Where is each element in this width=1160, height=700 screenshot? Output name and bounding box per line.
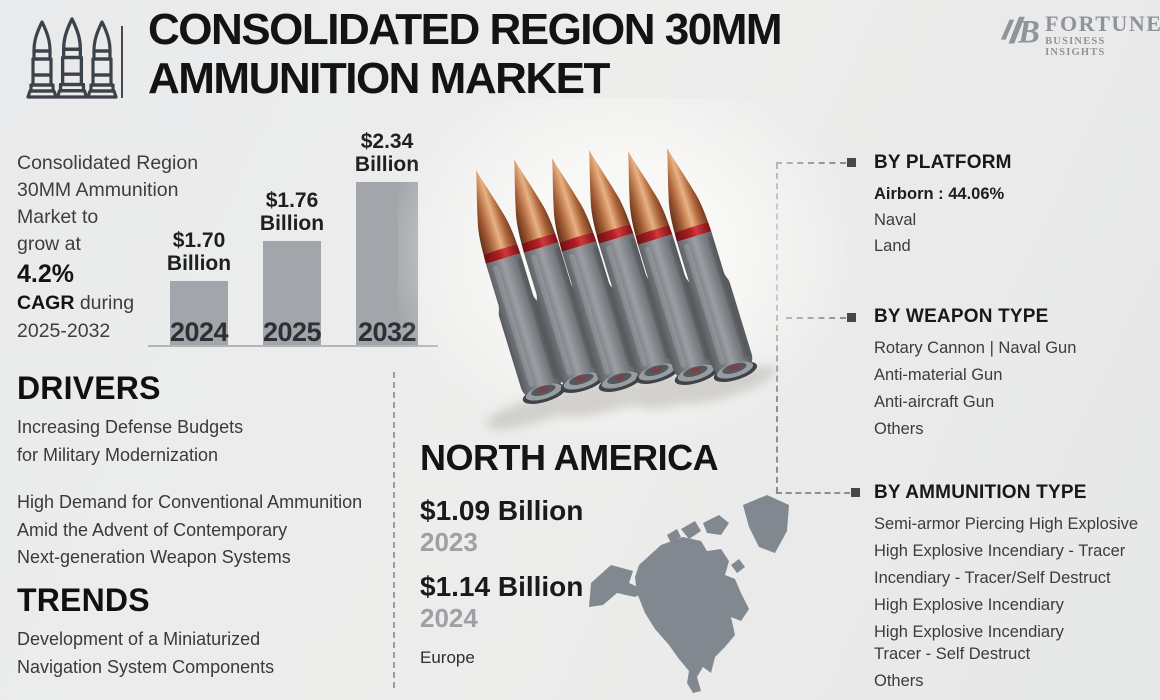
left-column-dashed-separator	[393, 372, 395, 688]
na-figure-year: 2023	[420, 527, 478, 557]
driver-item: Increasing Defense Budgets for Military …	[17, 417, 244, 465]
bar: 2024	[169, 281, 229, 347]
trends-heading: TRENDS	[17, 582, 150, 618]
driver-item: High Demand for Conventional Ammunition …	[17, 492, 363, 567]
svg-text:B: B	[1017, 15, 1040, 51]
na-note: Europe	[420, 648, 475, 667]
weapon-type-item: Anti-aircraft Gun	[874, 393, 995, 411]
by-ammunition-type-items: Semi-armor Piercing High Explosive High E…	[874, 513, 1160, 692]
connector-ammo-line	[776, 492, 850, 494]
by-platform-items: Airborn : 44.06% Naval Land	[874, 183, 1160, 257]
ammunition-type-item: Semi-armor Piercing High Explosive	[874, 515, 1139, 533]
ammunition-type-item: High Explosive Incendiary Tracer - Self …	[874, 623, 1064, 663]
platform-item: Land	[874, 237, 911, 255]
na-figure-amount: $1.14 Billion	[420, 571, 584, 602]
fortune-business-insights-logo: B FORTUNE BUSINESS INSIGHTS	[998, 10, 1160, 58]
cagr-value: 4.2%	[17, 260, 74, 288]
ammunition-type-item: High Explosive Incendiary - Tracer	[874, 542, 1126, 560]
page-title-line1: CONSOLIDATED REGION 30MM	[148, 5, 783, 54]
ammunition-type-item: Others	[874, 672, 924, 690]
by-platform-section: BY PLATFORM Airborn : 44.06% Naval Land	[874, 152, 1160, 261]
trend-item: Development of a Miniaturized Navigation…	[17, 629, 275, 677]
intro-line: Market to	[17, 206, 99, 228]
bar-value-label: $1.70 Billion	[166, 229, 232, 275]
weapon-type-item: Others	[874, 420, 924, 438]
north-america-section: NORTH AMERICA $1.09 Billion 2023 $1.14 B…	[420, 437, 719, 668]
forecast-period: 2025-2032	[17, 320, 111, 342]
logo-name: FORTUNE	[1045, 11, 1160, 36]
bar-value-label: $1.76 Billion	[259, 189, 325, 235]
intro-line: Consolidated Region	[17, 152, 199, 174]
weapon-type-item: Rotary Cannon | Naval Gun	[874, 339, 1077, 357]
ammunition-type-item: Incendiary - Tracer/Self Destruct	[874, 569, 1111, 587]
chart-baseline	[148, 345, 438, 347]
trends-section: TRENDS Development of a Miniaturized Nav…	[17, 582, 397, 700]
by-ammunition-type-heading: BY AMMUNITION TYPE	[874, 482, 1087, 503]
header-divider	[121, 26, 123, 98]
bar-column: $1.76 Billion 2025	[259, 189, 325, 347]
platform-item: Airborn : 44.06%	[874, 185, 1005, 203]
bar-year-label: 2025	[262, 317, 322, 347]
by-ammunition-type-section: BY AMMUNITION TYPE Semi-armor Piercing H…	[874, 482, 1160, 697]
market-size-bar-chart: $1.70 Billion 2024 $1.76 Billion 2025 $2.3…	[148, 128, 440, 347]
by-weapon-type-section: BY WEAPON TYPE Rotary Cannon | Naval Gun…	[874, 306, 1160, 445]
ammo-marker-square	[851, 488, 860, 497]
page-title: CONSOLIDATED REGION 30MM AMMUNITION MARK…	[148, 5, 783, 103]
bar-year-label: 2024	[169, 317, 229, 347]
intro-line: grow at	[17, 233, 81, 255]
ammunition-type-item: High Explosive Incendiary	[874, 596, 1064, 614]
drivers-heading: DRIVERS	[17, 370, 161, 406]
drivers-section: DRIVERS Increasing Defense Budgets for M…	[17, 370, 397, 592]
fb-monogram-icon: B	[1000, 15, 1040, 51]
bar-column: $1.70 Billion 2024	[166, 229, 232, 347]
bar: 2025	[262, 241, 322, 347]
cagr-suffix: during	[74, 292, 135, 314]
cagr-line: CAGR during	[17, 290, 237, 317]
weapon-marker-square	[847, 313, 856, 322]
intro-line: 30MM Ammunition	[17, 179, 179, 201]
north-america-map	[589, 495, 789, 693]
trends-items: Development of a Miniaturized Navigation…	[17, 626, 397, 681]
by-weapon-type-items: Rotary Cannon | Naval Gun Anti-material G…	[874, 337, 1160, 440]
logo-tagline: BUSINESS INSIGHTS	[1045, 36, 1106, 58]
by-platform-heading: BY PLATFORM	[874, 152, 1012, 173]
na-figure-amount: $1.09 Billion	[420, 495, 584, 526]
cagr-label: CAGR	[17, 292, 75, 314]
page-title-line2: AMMUNITION MARKET	[148, 54, 610, 103]
by-weapon-type-heading: BY WEAPON TYPE	[874, 306, 1049, 327]
weapon-type-item: Anti-material Gun	[874, 366, 1003, 384]
ammunition-bullets-icon	[26, 17, 118, 99]
north-america-heading: NORTH AMERICA	[420, 437, 719, 478]
na-figure-year: 2024	[420, 603, 478, 633]
ammunition-cartridges-photo	[454, 141, 776, 430]
intro-text: Consolidated Region 30MM Ammunition Mark…	[17, 150, 237, 345]
platform-item: Naval	[874, 211, 917, 229]
platform-marker-square	[847, 158, 856, 167]
drivers-items: Increasing Defense Budgets for Military …	[17, 414, 397, 572]
